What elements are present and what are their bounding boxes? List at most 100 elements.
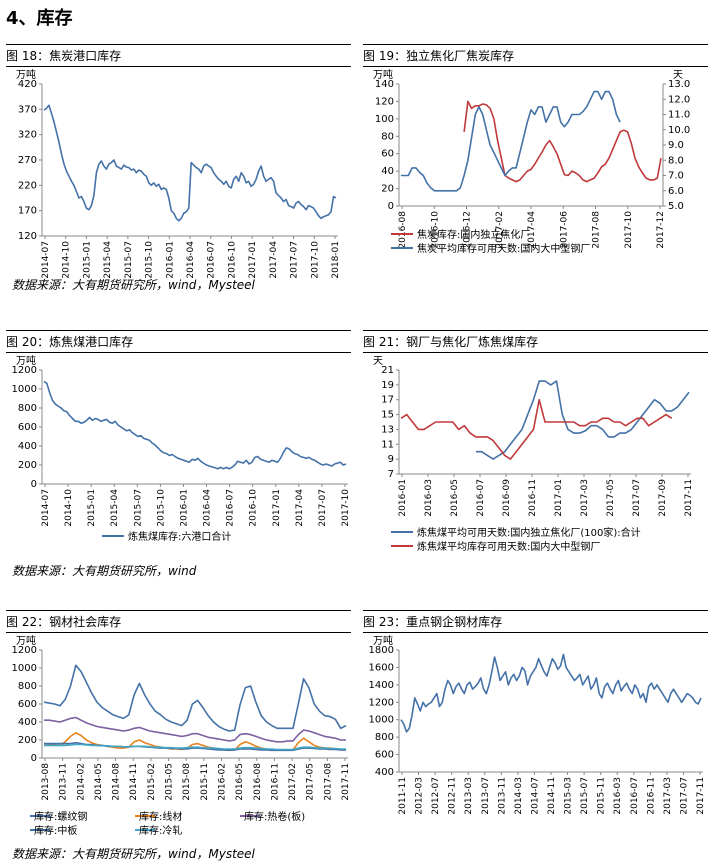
legend-label: 库存:冷轧 <box>139 824 182 837</box>
x-tick-label: 2014-07 <box>41 489 51 527</box>
x-tick-label: 2015-04 <box>110 489 120 527</box>
y-tick-label: 600 <box>375 750 394 761</box>
section-title: 4、库存 <box>6 8 73 29</box>
x-tick-label: 2016-11 <box>646 777 656 815</box>
x-tick-label: 2014-05 <box>94 763 104 801</box>
x-tick-label: 2016-07 <box>630 777 640 815</box>
x-tick-label: 2017-10 <box>341 489 351 527</box>
coking-plant-coke-inventory-chart: 万吨 天 0 20 40 60 80 100 120 140 5.0 6.0 7.0 8.0 9.0 10.0… <box>373 68 690 255</box>
x-tick-label: 2017-10 <box>624 211 634 249</box>
data-source: 数据来源：大有期货研究所，wind，Mysteel <box>12 278 255 292</box>
x-tick-label: 2016-10 <box>249 489 259 527</box>
chart-panel-23: 图 23：重点钢企钢材库存 万吨 400 600 800 1000 1200 1400 160… <box>363 610 708 846</box>
x-tick-label: 2016-03 <box>613 777 623 815</box>
y-tick-label: 400 <box>375 767 394 778</box>
x-tick-label: 2017-05 <box>606 479 616 517</box>
key-steel-mill-inventory-chart: 万吨 400 600 800 1000 1200 1400 1600 1800 2011-11 20… <box>369 634 706 815</box>
x-tick-label: 2015-02 <box>147 763 157 801</box>
y-tick-label: 200 <box>18 735 37 746</box>
y-tick-label: 600 <box>18 422 37 433</box>
series-line <box>43 664 347 732</box>
x-tick-label: 2016-05 <box>235 763 245 801</box>
y-tick-label: 1200 <box>12 365 37 376</box>
y-tick-label: 0 <box>388 201 394 212</box>
legend-label: 库存:中板 <box>34 824 77 837</box>
x-tick-label: 2017-06 <box>559 211 569 249</box>
y-tick-label: 120 <box>375 96 394 107</box>
y-tick-label: 9 <box>388 454 394 465</box>
x-tick-label: 2017-07 <box>679 777 689 815</box>
x-tick-label: 2016-04 <box>186 241 196 279</box>
x-tick-label: 2017-02 <box>495 211 505 249</box>
y-tick-label: 21 <box>381 365 394 376</box>
x-tick-label: 2015-03 <box>564 777 574 815</box>
y-tick-label: 140 <box>375 79 394 90</box>
y-tick-label: 40 <box>381 166 394 177</box>
x-tick-label: 2017-05 <box>306 763 316 801</box>
x-tick-label: 2016-07 <box>207 241 217 279</box>
y-tick-label: 60 <box>381 149 394 160</box>
y-tick-label: 420 <box>18 79 37 90</box>
x-tick-label: 2016-10 <box>227 241 237 279</box>
x-tick-label: 2015-11 <box>200 763 210 801</box>
x-tick-label: 2016-04 <box>203 489 213 527</box>
x-tick-label: 2017-10 <box>310 241 320 279</box>
legend-label: 炼焦煤平均库存可用天数:国内大中型钢厂 <box>417 540 600 553</box>
y2-tick-label: 10.0 <box>668 125 690 136</box>
chart-caption: 图 21：钢厂与焦化厂炼焦煤库存 <box>363 330 708 353</box>
x-tick-label: 2017-04 <box>295 489 305 527</box>
y-tick-label: 200 <box>18 460 37 471</box>
y-tick-label: 1200 <box>12 645 37 656</box>
x-tick-label: 2013-11 <box>497 777 507 815</box>
x-tick-label: 2017-07 <box>318 489 328 527</box>
series-line <box>43 380 347 470</box>
x-tick-label: 2015-08 <box>182 763 192 801</box>
y-tick-label: 17 <box>381 395 394 406</box>
x-tick-label: 2017-02 <box>288 763 298 801</box>
chart-caption: 图 18：焦炭港口库存 <box>6 44 351 67</box>
y-tick-label: 19 <box>381 380 394 391</box>
chart-caption: 图 19：独立焦化厂焦炭库存 <box>363 44 708 67</box>
x-tick-label: 2017-01 <box>554 479 564 517</box>
y-tick-label: 800 <box>18 681 37 692</box>
y-tick-label: 13 <box>381 424 394 435</box>
y-axis-unit: 天 <box>373 356 383 367</box>
chart-panel-22: 图 22：钢材社会库存 万吨 0 200 400 600 800 1000 1200 2013-… <box>6 610 351 846</box>
x-tick-label: 2014-07 <box>41 241 51 279</box>
chart-caption: 图 23：重点钢企钢材库存 <box>363 610 708 633</box>
y2-tick-label: 8.0 <box>668 155 684 166</box>
y-tick-label: 170 <box>18 206 37 217</box>
x-tick-label: 2016-08 <box>253 763 263 801</box>
x-tick-label: 2015-11 <box>597 777 607 815</box>
x-tick-label: 2017-07 <box>290 241 300 279</box>
x-tick-label: 2015-04 <box>103 241 113 279</box>
x-tick-label: 2012-07 <box>431 777 441 815</box>
chart-panel-19: 图 19：独立焦化厂焦炭库存 万吨 天 0 20 40 60 80 100 120 140 5.0 6… <box>363 44 708 292</box>
chart-panel-20: 图 20：炼焦煤港口库存 万吨 0 200 400 600 800 1000 1200 2014… <box>6 330 351 570</box>
y2-tick-label: 12.0 <box>668 94 690 105</box>
x-tick-label: 2015-10 <box>156 489 166 527</box>
x-tick-label: 2013-07 <box>481 777 491 815</box>
x-tick-label: 2016-10 <box>430 211 440 249</box>
legend-label: 库存:螺纹钢 <box>34 810 87 823</box>
y-tick-label: 370 <box>18 104 37 115</box>
x-tick-label: 2016-05 <box>450 479 460 517</box>
x-tick-label: 2017-04 <box>527 211 537 249</box>
y-axis-unit: 万吨 <box>373 634 393 647</box>
y-tick-label: 400 <box>18 441 37 452</box>
x-tick-label: 2014-02 <box>76 763 86 801</box>
x-tick-label: 2017-03 <box>580 479 590 517</box>
x-tick-label: 2011-11 <box>398 777 408 815</box>
y-tick-label: 1000 <box>369 715 394 726</box>
chart-panel-18: 图 18：焦炭港口库存 万吨 120 170 220 270 320 370 420 2014-… <box>6 44 351 292</box>
y-tick-label: 1200 <box>369 697 394 708</box>
x-tick-label: 2014-08 <box>112 763 122 801</box>
x-tick-label: 2015-05 <box>165 763 175 801</box>
series-line <box>400 398 673 460</box>
x-tick-label: 2016-08 <box>398 211 408 249</box>
x-tick-label: 2015-07 <box>580 777 590 815</box>
y2-tick-label: 11.0 <box>668 110 690 121</box>
x-tick-label: 2017-11 <box>684 479 694 517</box>
y-tick-label: 1000 <box>12 384 37 395</box>
y-axis-unit: 万吨 <box>16 354 36 367</box>
